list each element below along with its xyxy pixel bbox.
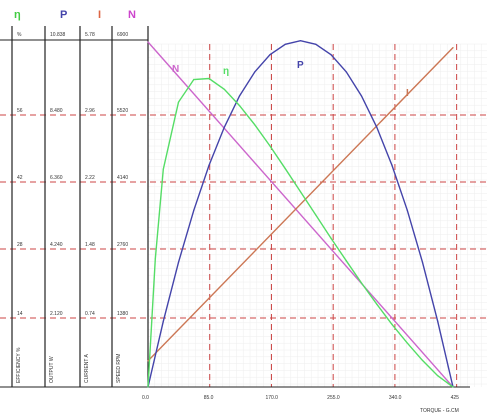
x-axis-tick-label: 425 <box>451 395 460 401</box>
left-axis-tick-label: 2.120 <box>50 311 63 317</box>
data-point <box>223 126 225 128</box>
x-axis-label: TORQUE - G.CM <box>420 408 459 414</box>
left-axis-tick-label: 28 <box>17 242 23 248</box>
x-axis-tick-label: 85.0 <box>204 395 214 401</box>
data-point <box>208 164 210 166</box>
left-axis-tick-label: 8.480 <box>50 108 63 114</box>
data-point <box>193 209 195 211</box>
data-point <box>208 77 210 80</box>
data-point <box>162 320 164 322</box>
left-axis-header: % <box>17 32 22 38</box>
curve-label: P <box>297 60 304 71</box>
data-point <box>452 386 454 388</box>
data-point <box>269 145 271 147</box>
data-point <box>299 191 302 193</box>
series-line-i <box>147 47 454 362</box>
data-point <box>147 386 149 388</box>
data-point <box>421 359 424 361</box>
data-point <box>437 375 439 377</box>
left-axis-label: SPEED RPM <box>116 354 122 383</box>
left-axis-tick-label: 1.48 <box>85 242 95 248</box>
x-axis-tick-label: 255.0 <box>327 395 340 401</box>
data-point <box>360 95 363 97</box>
left-axis-tick-label: 6.360 <box>50 175 63 181</box>
data-point <box>238 104 241 107</box>
data-point <box>437 320 439 322</box>
data-point <box>421 261 424 263</box>
data-point <box>254 124 256 126</box>
left-axis-label: OUTPUT W <box>49 356 55 383</box>
legend-entry: η <box>14 9 21 21</box>
curve-label: η <box>223 66 229 77</box>
left-axis-tick-label: 2.22 <box>85 175 95 181</box>
data-point <box>391 164 393 166</box>
left-axis-header: 10.838 <box>50 32 66 38</box>
left-axis-header: 6900 <box>117 32 128 38</box>
left-axis-tick-label: 5520 <box>117 108 128 114</box>
data-point <box>406 342 408 344</box>
data-point <box>147 41 149 43</box>
data-point <box>452 46 454 49</box>
data-point <box>345 71 347 73</box>
data-point <box>376 126 378 128</box>
left-axis-label: EFFICIENCY % <box>16 347 22 383</box>
series-layer: N I Pη <box>147 39 454 388</box>
left-axis-tick-label: 42 <box>17 175 23 181</box>
data-point <box>162 168 164 170</box>
data-point <box>315 214 317 216</box>
legend-entry: P <box>60 9 67 21</box>
left-axis-tick-label: 4140 <box>117 175 128 181</box>
left-axis-tick-label: 2.96 <box>85 108 95 114</box>
data-point <box>284 43 286 45</box>
data-point <box>299 40 302 42</box>
left-axis-tick-label: 2760 <box>117 242 128 248</box>
data-point <box>391 323 393 326</box>
series-line-efficiency <box>147 77 454 388</box>
left-axis-tick-label: 1380 <box>117 311 128 317</box>
left-axis-tick-label: 4.240 <box>50 242 63 248</box>
x-axis-tick-label: 170.0 <box>265 395 278 401</box>
data-point <box>345 260 347 262</box>
data-point <box>406 209 408 211</box>
axes-layer: % 14 28 42 56 EFFICIENCY % 10.838 2.120 4.240 6.3… <box>0 26 470 414</box>
series-line-n <box>147 41 454 388</box>
left-axis-tick-label: 0.74 <box>85 311 95 317</box>
data-point <box>193 78 195 81</box>
data-point <box>154 258 156 260</box>
data-point <box>223 88 225 90</box>
data-point <box>177 261 180 263</box>
curve-label: I <box>406 88 409 99</box>
x-axis-tick-label: 340.0 <box>389 395 402 401</box>
left-axis-tick-label: 56 <box>17 108 23 114</box>
legend-entry: N <box>128 9 136 21</box>
data-point <box>238 95 241 97</box>
data-point <box>147 360 149 362</box>
data-point <box>330 237 332 239</box>
data-point <box>330 54 332 56</box>
data-point <box>315 43 317 45</box>
data-point <box>254 71 256 73</box>
left-axis-header: 5.78 <box>85 32 95 38</box>
x-axis-tick-label: 0.0 <box>142 395 149 401</box>
data-point <box>376 303 378 305</box>
data-point <box>177 101 180 103</box>
data-point <box>269 54 271 56</box>
data-point <box>284 168 286 170</box>
left-axis-label: CURRENT A <box>84 354 90 383</box>
data-point <box>360 282 363 284</box>
curve-label: N <box>172 64 179 75</box>
left-axis-tick-label: 14 <box>17 311 23 317</box>
legend-entry: I <box>98 9 101 21</box>
grid-layer <box>0 43 487 387</box>
